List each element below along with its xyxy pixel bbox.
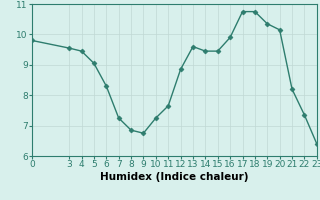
X-axis label: Humidex (Indice chaleur): Humidex (Indice chaleur) xyxy=(100,172,249,182)
